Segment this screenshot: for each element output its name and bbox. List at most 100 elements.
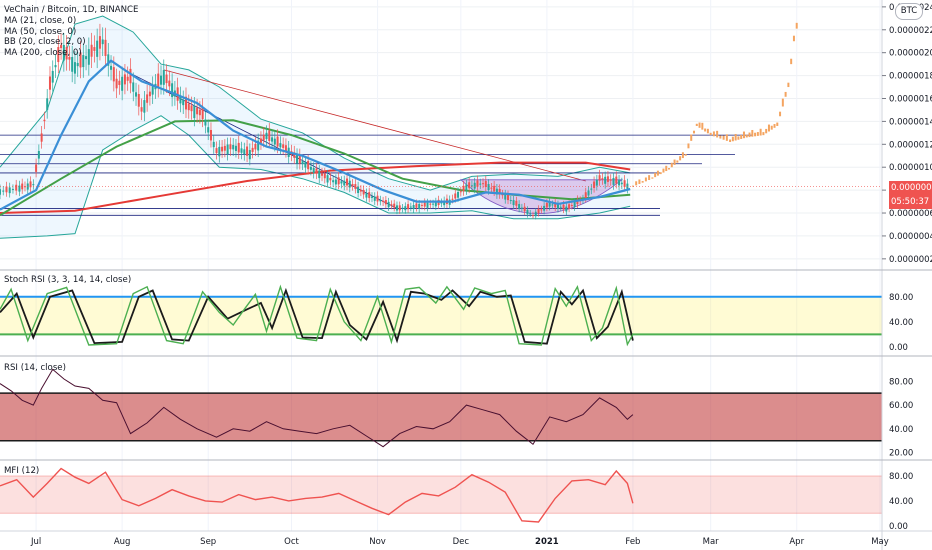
- stoch-rsi-pane[interactable]: [0, 284, 882, 347]
- projection-bar: [701, 122, 704, 130]
- candle: [556, 204, 559, 209]
- pane-dividers[interactable]: [0, 269, 932, 461]
- candle: [204, 119, 207, 126]
- candle: [162, 70, 165, 85]
- candle: [509, 200, 512, 202]
- candle: [151, 86, 154, 95]
- candle: [326, 175, 329, 183]
- candle: [376, 195, 379, 202]
- candle: [171, 83, 174, 98]
- candle: [462, 185, 465, 192]
- candle: [48, 76, 51, 90]
- candle: [515, 200, 518, 206]
- indicator-ma21[interactable]: MA (21, close, 0): [4, 15, 77, 26]
- candle: [62, 44, 65, 61]
- candle: [382, 200, 385, 202]
- indicator-ma200[interactable]: MA (200, close, 0): [4, 48, 82, 59]
- candle: [482, 183, 485, 185]
- candle: [271, 137, 274, 142]
- candle: [562, 204, 565, 210]
- chart-title: VeChain / Bitcoin, 1D, BINANCE: [4, 5, 139, 15]
- candle: [351, 184, 354, 186]
- candle: [126, 76, 129, 81]
- mfi-pane[interactable]: [0, 467, 882, 523]
- rsi-pane[interactable]: [0, 368, 882, 448]
- rsi-label[interactable]: RSI (14, close): [4, 363, 66, 373]
- candle: [612, 178, 615, 185]
- price-tick-label: 0.00000120: [889, 140, 932, 150]
- projection-bar: [706, 128, 709, 134]
- candle: [504, 194, 507, 200]
- candle: [423, 202, 426, 207]
- projection-bar: [654, 172, 657, 178]
- projection-bar: [770, 125, 773, 130]
- projection-bar: [709, 132, 712, 136]
- candle: [373, 196, 376, 201]
- time-tick-label: Jul: [30, 537, 41, 547]
- stoch-rsi-label[interactable]: Stoch RSI (3, 3, 14, 14, close): [4, 275, 132, 285]
- candle: [132, 82, 135, 92]
- projection-bar: [734, 133, 737, 141]
- price-tick-label: 0.00000060: [889, 209, 932, 219]
- candle: [223, 145, 226, 151]
- projection-bar: [790, 58, 793, 65]
- candle: [593, 181, 596, 188]
- candle: [284, 145, 287, 152]
- time-tick-label: 2021: [535, 537, 559, 547]
- indicator-bb[interactable]: BB (20, close, 2, 0): [4, 37, 86, 48]
- candle: [57, 47, 60, 63]
- candle: [207, 127, 210, 133]
- candle: [545, 202, 548, 208]
- candle: [143, 100, 146, 113]
- candle: [212, 141, 215, 148]
- rsi-tick-label: 20.00: [889, 449, 913, 459]
- candle: [229, 144, 232, 150]
- projection-bar: [656, 170, 659, 176]
- mfi-label[interactable]: MFI (12): [4, 466, 40, 476]
- candle: [184, 96, 187, 110]
- candle: [71, 57, 74, 72]
- candle: [609, 179, 612, 181]
- projection-bar: [648, 175, 651, 181]
- projection-bar: [690, 134, 693, 141]
- candle: [5, 186, 8, 193]
- projection-bar: [673, 159, 676, 165]
- candle: [401, 207, 404, 209]
- candle: [201, 107, 204, 120]
- time-axis[interactable]: Jul Aug Sep Oct Nov Dec 2021 Feb Mar Apr May: [0, 530, 932, 547]
- currency-badge[interactable]: BTC: [895, 3, 923, 20]
- projection-bar: [641, 181, 644, 183]
- projection-bar: [767, 124, 770, 132]
- candle: [340, 181, 343, 184]
- time-tick-label: Nov: [369, 537, 386, 547]
- candle: [312, 168, 315, 174]
- candle: [18, 185, 21, 192]
- candle: [332, 180, 335, 183]
- candle: [301, 161, 304, 165]
- candle: [490, 187, 493, 189]
- candle: [601, 178, 604, 180]
- candle: [573, 201, 576, 208]
- candle: [531, 215, 534, 217]
- price-axis[interactable]: 0.000000200.000000400.000000600.00000080…: [881, 0, 932, 550]
- price-pane[interactable]: [0, 15, 882, 239]
- candle: [434, 201, 437, 207]
- candle: [407, 204, 410, 210]
- candle: [65, 46, 68, 60]
- candle: [618, 180, 621, 186]
- candle: [232, 144, 235, 150]
- projection-bar: [687, 143, 690, 149]
- projection-bar: [792, 35, 795, 42]
- candle: [293, 152, 296, 158]
- candle: [415, 203, 418, 208]
- candle: [254, 143, 257, 150]
- candle: [604, 176, 607, 184]
- candle: [387, 201, 390, 208]
- indicator-ma50[interactable]: MA (50, close, 0): [4, 26, 77, 37]
- projection-bar: [787, 82, 790, 88]
- candle: [37, 151, 40, 159]
- candle: [257, 140, 260, 151]
- candle: [484, 181, 487, 188]
- candle: [584, 192, 587, 199]
